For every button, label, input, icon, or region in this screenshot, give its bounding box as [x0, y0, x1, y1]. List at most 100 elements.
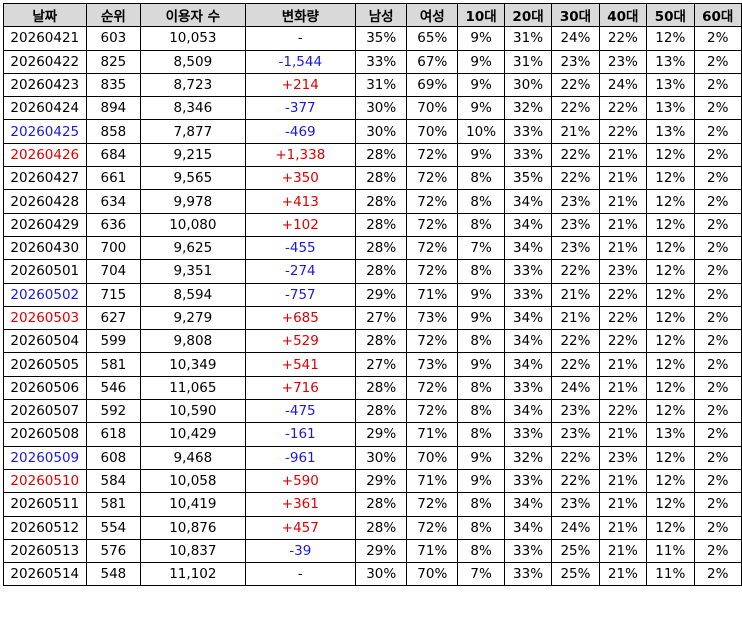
- cell-users: 10,590: [140, 399, 246, 424]
- cell-age-50s: 13%: [646, 72, 695, 98]
- cell-age-10s: 8%: [457, 422, 505, 447]
- cell-female: 72%: [406, 189, 459, 214]
- cell-age-40s: 21%: [598, 562, 648, 587]
- cell-rank: 700: [85, 235, 142, 261]
- cell-date: 20260508: [3, 422, 87, 447]
- cell-date: 20260510: [3, 468, 87, 494]
- cell-users: 9,565: [140, 166, 246, 191]
- cell-male: 28%: [355, 399, 408, 424]
- cell-users: 8,594: [140, 282, 246, 307]
- cell-age-60s: 2%: [693, 142, 742, 168]
- cell-female: 72%: [406, 375, 459, 401]
- cell-rank: 608: [85, 445, 142, 470]
- stats-table: 날짜 순위 이용자 수 변화량 남성 여성 10대 20대 30대 40대 50대 60대 20260…: [3, 2, 742, 587]
- cell-age-10s: 7%: [457, 235, 505, 261]
- cell-age-10s: 8%: [457, 399, 505, 424]
- cell-users: 8,509: [140, 49, 246, 74]
- cell-users: 10,429: [140, 422, 246, 447]
- table-row: 20260509 608 9,468 -961 30% 70% 9% 32% 22% 23% 12%…: [3, 445, 742, 470]
- cell-age-20s: 33%: [503, 562, 553, 587]
- cell-age-10s: 9%: [457, 142, 505, 168]
- cell-age-40s: 21%: [598, 375, 648, 401]
- cell-male: 33%: [355, 49, 408, 74]
- cell-age-40s: 22%: [598, 305, 648, 331]
- cell-age-20s: 34%: [503, 189, 553, 214]
- cell-female: 71%: [406, 282, 459, 307]
- cell-date: 20260504: [3, 329, 87, 354]
- cell-female: 72%: [406, 515, 459, 540]
- table-row: 20260423 835 8,723 +214 31% 69% 9% 30% 22% 24% 13%…: [3, 72, 742, 98]
- cell-change: -161: [244, 422, 357, 447]
- cell-change: -961: [244, 445, 357, 470]
- cell-users: 9,808: [140, 329, 246, 354]
- cell-age-30s: 23%: [551, 189, 600, 214]
- cell-male: 29%: [355, 468, 408, 494]
- cell-age-30s: 21%: [551, 119, 600, 144]
- cell-rank: 627: [85, 305, 142, 331]
- cell-age-50s: 12%: [646, 166, 695, 191]
- cell-users: 8,346: [140, 96, 246, 121]
- cell-age-30s: 22%: [551, 445, 600, 470]
- cell-age-30s: 23%: [551, 212, 600, 237]
- cell-age-60s: 2%: [693, 305, 742, 331]
- cell-change: -39: [244, 538, 357, 564]
- cell-age-60s: 2%: [693, 282, 742, 307]
- cell-age-20s: 33%: [503, 282, 553, 307]
- cell-male: 29%: [355, 538, 408, 564]
- cell-age-60s: 2%: [693, 468, 742, 494]
- cell-age-60s: 2%: [693, 166, 742, 191]
- cell-age-20s: 33%: [503, 538, 553, 564]
- cell-female: 73%: [406, 305, 459, 331]
- cell-age-20s: 33%: [503, 142, 553, 168]
- cell-female: 72%: [406, 235, 459, 261]
- cell-age-60s: 2%: [693, 189, 742, 214]
- table-row: 20260506 546 11,065 +716 28% 72% 8% 33% 24% 21% 12…: [3, 375, 742, 401]
- cell-male: 28%: [355, 235, 408, 261]
- cell-age-50s: 12%: [646, 305, 695, 331]
- cell-age-50s: 13%: [646, 422, 695, 447]
- cell-users: 10,053: [140, 26, 246, 51]
- cell-date: 20260506: [3, 375, 87, 401]
- cell-female: 73%: [406, 352, 459, 377]
- cell-age-40s: 21%: [598, 142, 648, 168]
- cell-date: 20260509: [3, 445, 87, 470]
- cell-age-10s: 7%: [457, 562, 505, 587]
- cell-age-50s: 12%: [646, 515, 695, 540]
- cell-age-50s: 12%: [646, 189, 695, 214]
- cell-change: -: [244, 562, 357, 587]
- column-header-age-20s: 20대: [503, 2, 553, 28]
- cell-age-60s: 2%: [693, 399, 742, 424]
- cell-change: +590: [244, 468, 357, 494]
- cell-users: 9,351: [140, 259, 246, 284]
- cell-date: 20260425: [3, 119, 87, 144]
- cell-male: 28%: [355, 166, 408, 191]
- column-header-age-60s: 60대: [693, 2, 742, 28]
- cell-age-10s: 10%: [457, 119, 505, 144]
- cell-age-60s: 2%: [693, 562, 742, 587]
- cell-age-50s: 11%: [646, 538, 695, 564]
- cell-age-60s: 2%: [693, 49, 742, 74]
- cell-date: 20260430: [3, 235, 87, 261]
- table-row: 20260511 581 10,419 +361 28% 72% 8% 34% 23% 21% 12…: [3, 492, 742, 517]
- cell-age-60s: 2%: [693, 352, 742, 377]
- cell-age-40s: 24%: [598, 72, 648, 98]
- cell-users: 9,215: [140, 142, 246, 168]
- cell-age-10s: 8%: [457, 329, 505, 354]
- cell-age-30s: 22%: [551, 259, 600, 284]
- cell-female: 70%: [406, 445, 459, 470]
- cell-age-20s: 34%: [503, 399, 553, 424]
- cell-male: 28%: [355, 189, 408, 214]
- cell-users: 10,058: [140, 468, 246, 494]
- cell-age-20s: 34%: [503, 212, 553, 237]
- cell-rank: 554: [85, 515, 142, 540]
- cell-users: 10,876: [140, 515, 246, 540]
- cell-rank: 825: [85, 49, 142, 74]
- cell-date: 20260429: [3, 212, 87, 237]
- table-row: 20260505 581 10,349 +541 27% 73% 9% 34% 22% 21% 12…: [3, 352, 742, 377]
- cell-users: 11,102: [140, 562, 246, 587]
- cell-age-20s: 34%: [503, 515, 553, 540]
- cell-change: +1,338: [244, 142, 357, 168]
- cell-date: 20260423: [3, 72, 87, 98]
- cell-age-20s: 31%: [503, 49, 553, 74]
- cell-age-40s: 23%: [598, 445, 648, 470]
